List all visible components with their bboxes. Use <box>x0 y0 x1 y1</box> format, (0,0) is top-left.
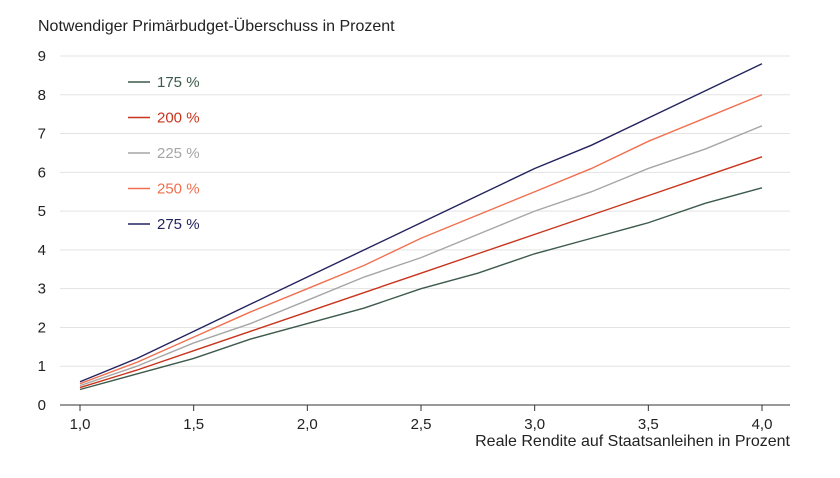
y-tick-label: 9 <box>38 48 46 65</box>
y-tick-label: 1 <box>38 358 46 375</box>
y-tick-label: 4 <box>38 242 46 259</box>
x-tick-label: 4,0 <box>752 416 773 433</box>
series-line-275 <box>79 63 763 383</box>
series-line-200 <box>79 156 763 389</box>
series-line-225 <box>79 125 763 387</box>
y-tick-label: 6 <box>38 164 46 181</box>
legend-label: 225 % <box>157 145 200 162</box>
legend-label: 250 % <box>157 181 200 198</box>
x-tick-label: 1,0 <box>70 416 91 433</box>
series-line-250 <box>79 94 763 385</box>
legend-label: 275 % <box>157 216 200 233</box>
legend: 175 % 200 % 225 % 250 % 275 % <box>128 74 200 233</box>
y-axis-label: Notwendiger Primärbudget-Überschuss in P… <box>38 18 395 35</box>
y-tick-label: 3 <box>38 281 46 298</box>
x-axis: 1,0 1,5 2,0 2,5 3,0 3,5 4,0 <box>60 404 790 433</box>
y-tick-label: 7 <box>38 126 46 143</box>
series-lines <box>79 63 763 391</box>
y-tick-label: 0 <box>38 397 46 414</box>
y-tick-label: 2 <box>38 319 46 336</box>
y-tick-label: 8 <box>38 87 46 104</box>
y-tick-label: 5 <box>38 203 46 220</box>
x-tick-label: 3,5 <box>638 416 659 433</box>
x-axis-label: Reale Rendite auf Staatsanleihen in Proz… <box>475 433 790 450</box>
x-tick-label: 2,0 <box>297 416 318 433</box>
x-tick-label: 2,5 <box>411 416 432 433</box>
x-tick-label: 3,0 <box>524 416 545 433</box>
legend-label: 200 % <box>157 110 200 127</box>
y-axis-ticks: 0 1 2 3 4 5 6 7 8 9 <box>38 48 46 414</box>
series-line-175 <box>79 187 763 391</box>
x-tick-label: 1,5 <box>183 416 204 433</box>
legend-label: 175 % <box>157 74 200 91</box>
